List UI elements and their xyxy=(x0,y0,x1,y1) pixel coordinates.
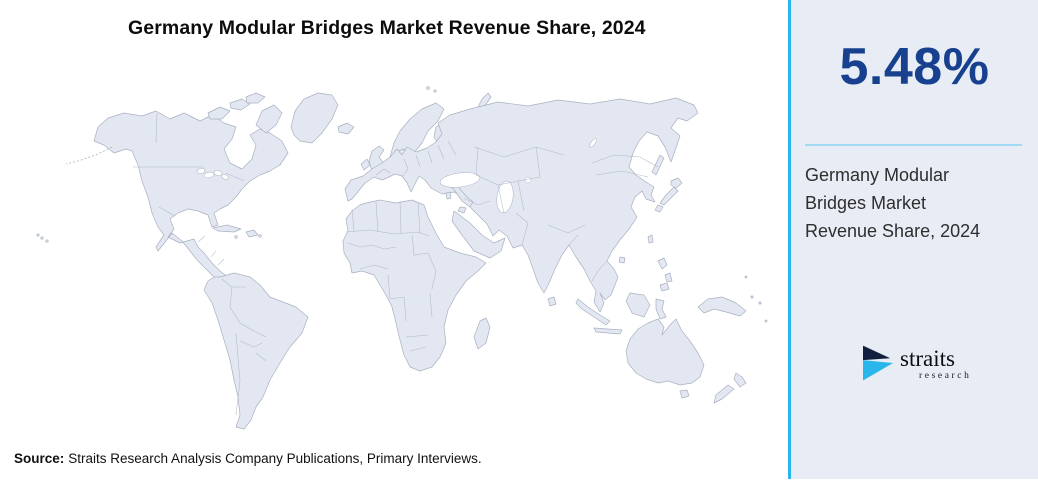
stat-label: Germany Modular Bridges Market Revenue S… xyxy=(805,161,1024,245)
map-landmasses xyxy=(36,86,768,430)
logo-tagline: research xyxy=(919,370,972,381)
world-map xyxy=(8,85,788,447)
world-map-svg xyxy=(36,86,768,430)
straits-logo-icon xyxy=(863,345,894,381)
page-title: Germany Modular Bridges Market Revenue S… xyxy=(128,17,646,39)
panel-divider xyxy=(805,144,1022,147)
map-country-borders xyxy=(133,112,659,416)
stat-panel: 5.48% Germany Modular Bridges Market Rev… xyxy=(788,0,1038,479)
aleutian-island-chain xyxy=(65,146,113,165)
stat-label-line-2: Bridges Market xyxy=(805,193,927,214)
map-lakes-and-seas xyxy=(196,138,597,214)
logo-name: straits xyxy=(900,345,955,371)
straits-research-logo: straits research xyxy=(863,344,971,384)
stat-label-line-3: Revenue Share, 2024 xyxy=(805,221,981,242)
source-line: Source: Straits Research Analysis Company… xyxy=(14,451,482,466)
source-prefix: Source: xyxy=(14,451,65,466)
source-text: Straits Research Analysis Company Public… xyxy=(68,451,482,466)
logo-text: straits research xyxy=(900,345,972,381)
stat-label-line-1: Germany Modular xyxy=(805,165,950,186)
stat-value: 5.48% xyxy=(839,38,990,96)
